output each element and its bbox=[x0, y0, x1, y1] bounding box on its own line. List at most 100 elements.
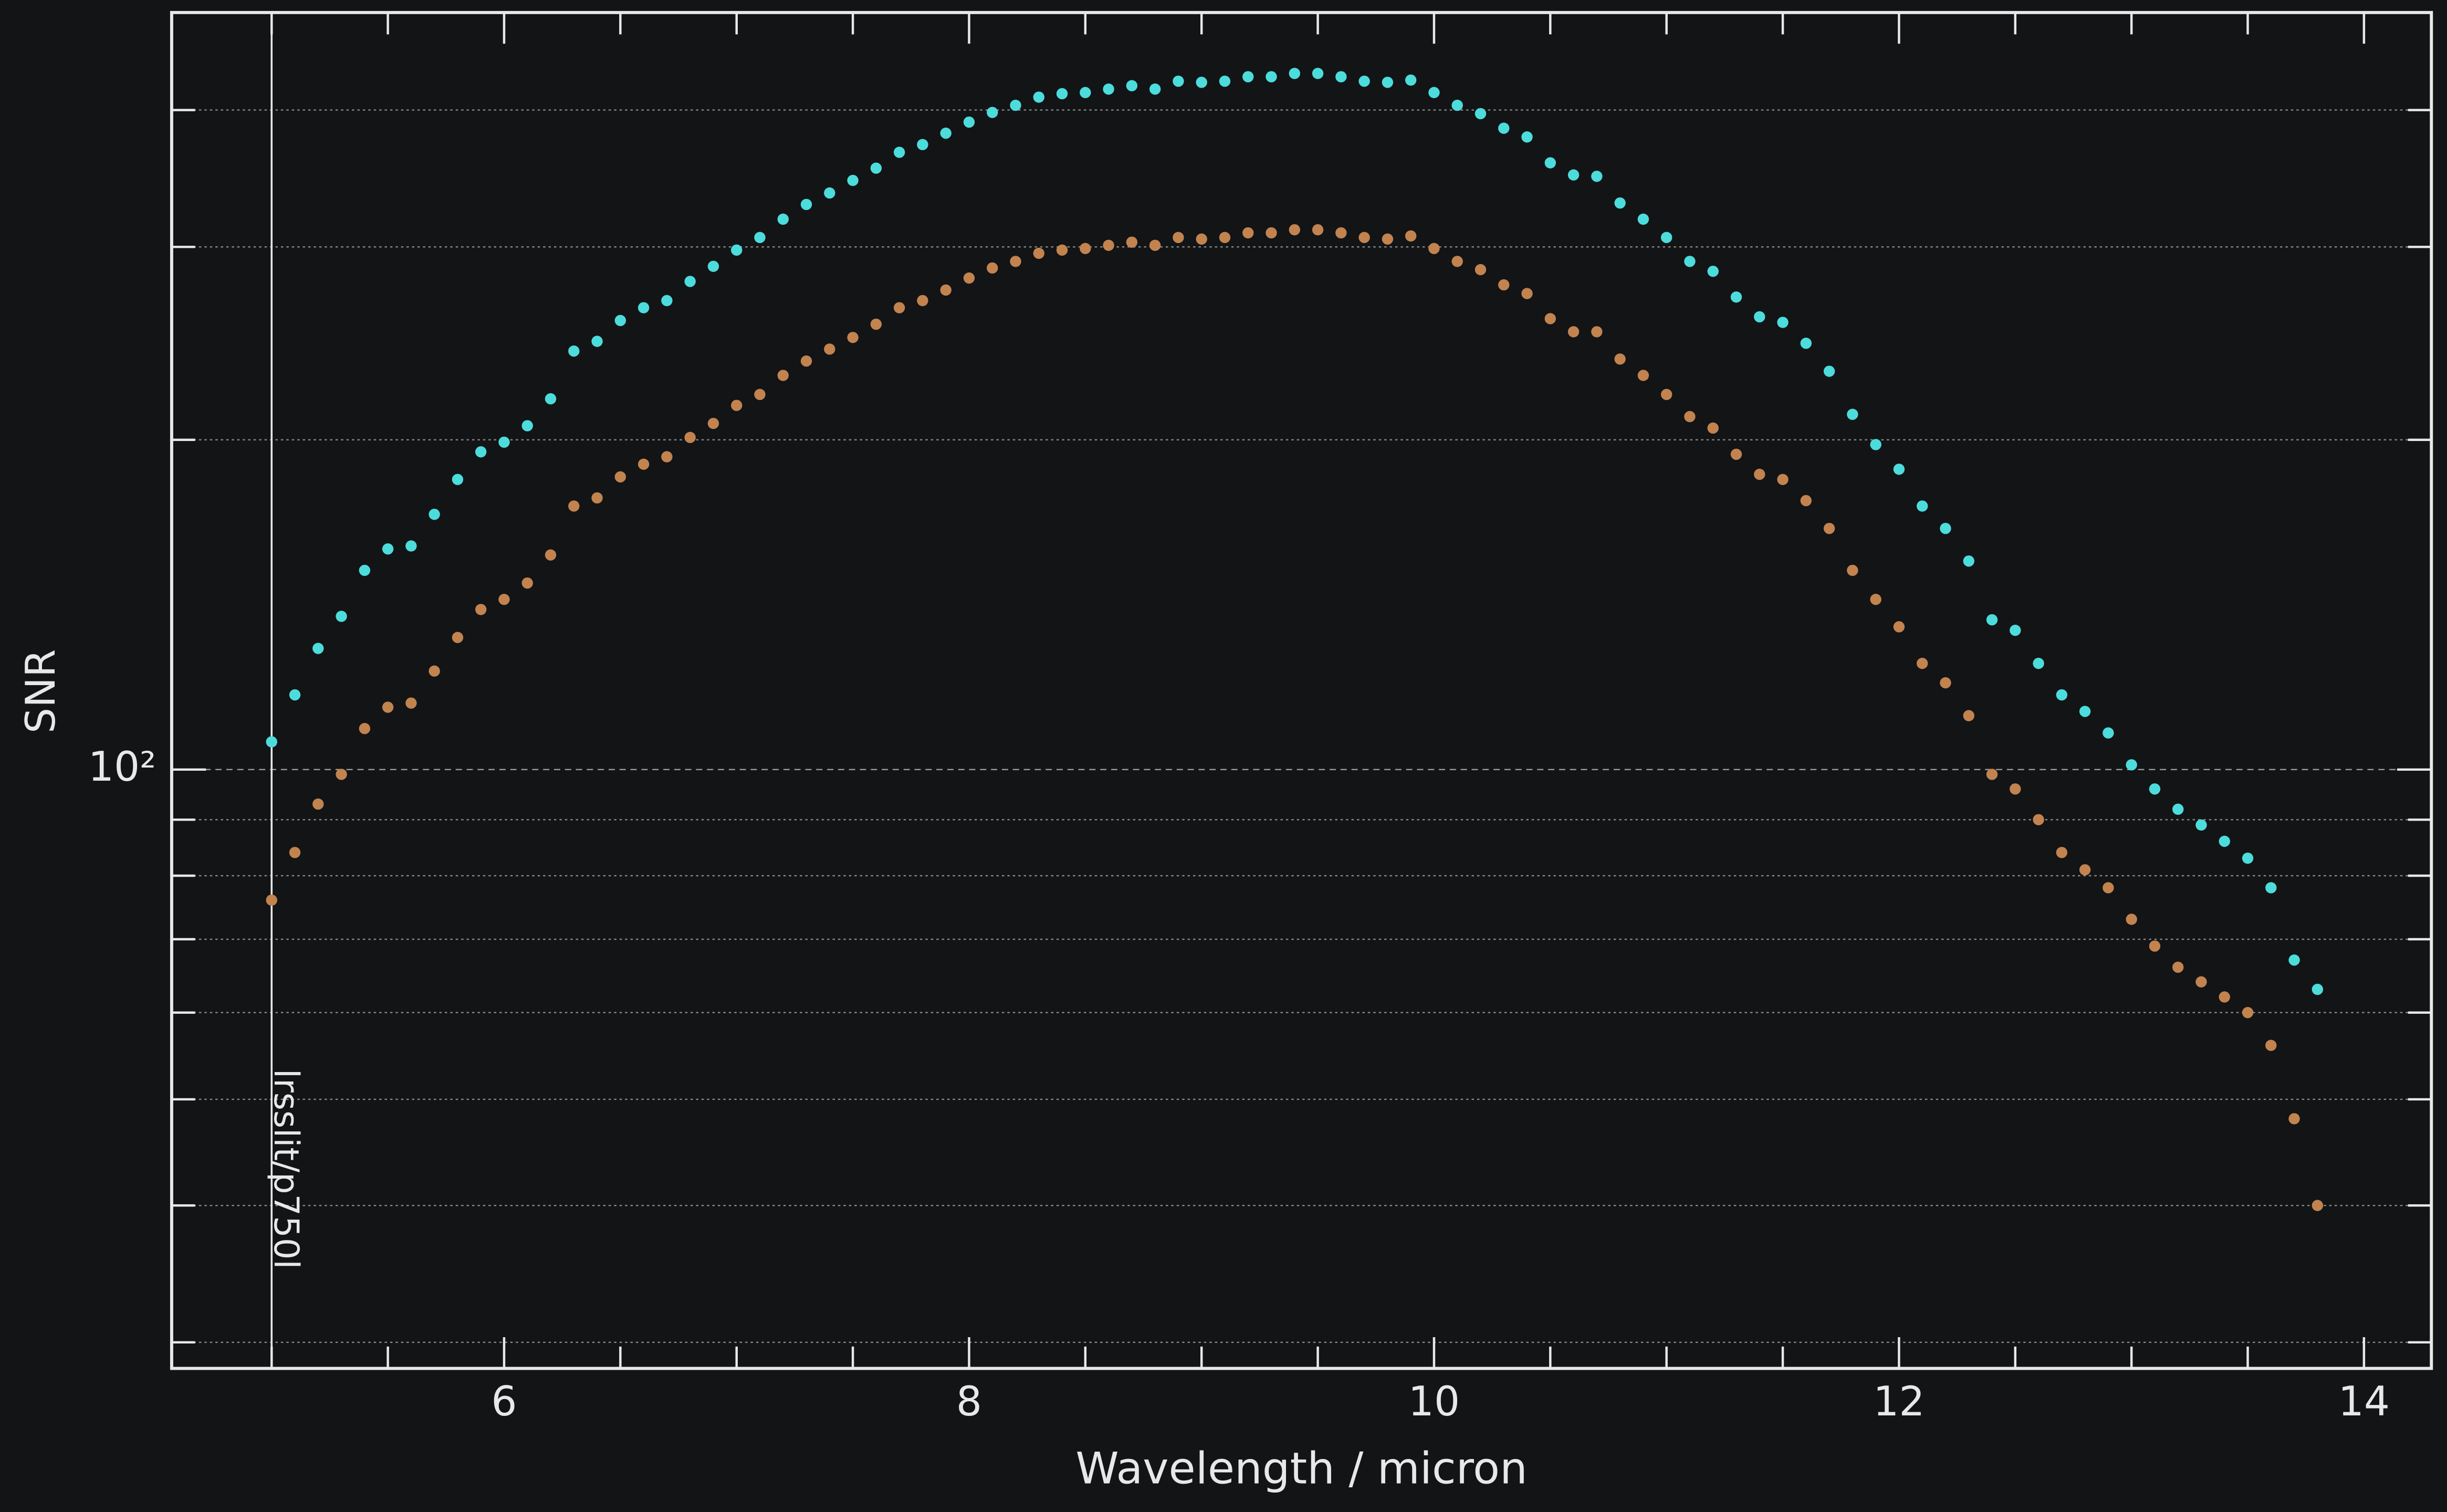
data-point bbox=[870, 162, 882, 174]
data-point bbox=[1289, 68, 1301, 79]
data-point bbox=[2265, 882, 2277, 894]
data-point bbox=[2195, 976, 2207, 988]
data-point bbox=[2265, 1040, 2277, 1051]
data-point bbox=[2103, 882, 2114, 894]
data-point bbox=[1149, 83, 1161, 95]
data-point bbox=[382, 543, 394, 555]
data-point bbox=[1707, 266, 1719, 277]
data-point bbox=[777, 213, 789, 225]
data-point bbox=[1498, 122, 1510, 134]
data-point bbox=[266, 894, 277, 906]
data-point bbox=[1893, 464, 1905, 475]
data-point bbox=[475, 446, 487, 458]
data-point bbox=[359, 723, 371, 734]
data-point bbox=[1916, 500, 1928, 512]
data-point bbox=[800, 355, 812, 367]
data-point bbox=[2312, 983, 2324, 995]
data-point bbox=[940, 284, 951, 296]
data-point bbox=[1219, 75, 1231, 87]
data-point bbox=[1777, 474, 1789, 485]
data-point bbox=[1475, 108, 1487, 120]
data-point bbox=[2242, 852, 2254, 864]
data-point bbox=[1567, 169, 1580, 181]
data-point bbox=[1010, 99, 1021, 111]
data-point bbox=[847, 332, 859, 343]
data-point bbox=[1289, 224, 1301, 236]
x-axis-label: Wavelength / micron bbox=[1075, 1443, 1527, 1494]
data-point bbox=[1940, 522, 1951, 534]
data-point bbox=[1614, 353, 1626, 365]
data-point bbox=[2033, 657, 2044, 669]
data-point bbox=[2195, 819, 2207, 831]
data-point bbox=[1567, 326, 1580, 338]
data-point bbox=[1312, 68, 1324, 79]
data-point bbox=[568, 500, 580, 512]
data-point bbox=[731, 244, 743, 256]
data-point bbox=[637, 458, 650, 470]
data-point bbox=[1056, 244, 1068, 256]
data-point bbox=[2079, 706, 2091, 717]
data-point bbox=[1637, 213, 1649, 225]
data-point bbox=[1591, 326, 1603, 338]
data-point bbox=[336, 611, 347, 622]
data-point bbox=[1591, 171, 1603, 182]
data-point bbox=[661, 451, 673, 463]
data-point bbox=[1916, 657, 1928, 669]
data-point bbox=[1358, 75, 1370, 87]
data-point bbox=[1335, 71, 1347, 82]
data-point bbox=[2103, 727, 2114, 739]
data-point bbox=[2288, 1113, 2300, 1125]
data-point bbox=[2172, 803, 2184, 815]
data-point bbox=[800, 198, 812, 211]
data-point bbox=[1986, 614, 1998, 626]
data-point bbox=[684, 432, 696, 443]
data-point bbox=[614, 314, 626, 327]
data-point bbox=[498, 436, 510, 448]
data-point bbox=[336, 769, 347, 780]
data-point bbox=[824, 343, 835, 355]
data-point bbox=[893, 146, 905, 158]
x-tick-label: 6 bbox=[491, 1378, 517, 1425]
data-point bbox=[382, 701, 394, 713]
data-point bbox=[1521, 131, 1533, 143]
data-point bbox=[1963, 710, 1974, 721]
data-point bbox=[1684, 411, 1696, 423]
data-point bbox=[1777, 317, 1789, 328]
data-point bbox=[847, 174, 859, 186]
data-point bbox=[405, 540, 417, 552]
x-tick-label: 10 bbox=[1408, 1378, 1460, 1425]
data-point bbox=[1963, 555, 1974, 567]
data-point bbox=[521, 577, 533, 589]
data-point bbox=[1870, 594, 1881, 605]
data-point bbox=[1382, 77, 1394, 88]
data-point bbox=[1428, 243, 1440, 255]
data-point bbox=[2079, 864, 2091, 876]
data-point bbox=[707, 417, 719, 429]
data-point bbox=[1544, 157, 1556, 169]
data-point bbox=[1637, 370, 1649, 381]
data-point bbox=[452, 632, 464, 643]
data-point bbox=[1451, 256, 1463, 267]
data-point bbox=[754, 232, 766, 244]
data-point bbox=[289, 847, 301, 858]
data-point bbox=[498, 594, 510, 605]
data-point bbox=[1823, 522, 1835, 534]
data-point bbox=[1173, 75, 1184, 87]
data-point bbox=[1056, 88, 1068, 100]
data-point bbox=[1173, 232, 1184, 244]
data-point bbox=[428, 508, 440, 520]
y-axis-label: SNR bbox=[17, 649, 65, 733]
data-point bbox=[312, 643, 324, 654]
data-point bbox=[917, 295, 928, 307]
y-tick-label: 10² bbox=[88, 743, 156, 791]
data-point bbox=[1219, 232, 1231, 244]
data-point bbox=[1126, 236, 1138, 248]
data-point bbox=[2126, 759, 2137, 771]
data-point bbox=[452, 474, 464, 485]
data-point bbox=[1870, 439, 1881, 450]
data-point bbox=[428, 665, 440, 677]
data-point bbox=[591, 335, 603, 347]
data-point bbox=[2219, 991, 2230, 1003]
data-point bbox=[1730, 448, 1742, 460]
